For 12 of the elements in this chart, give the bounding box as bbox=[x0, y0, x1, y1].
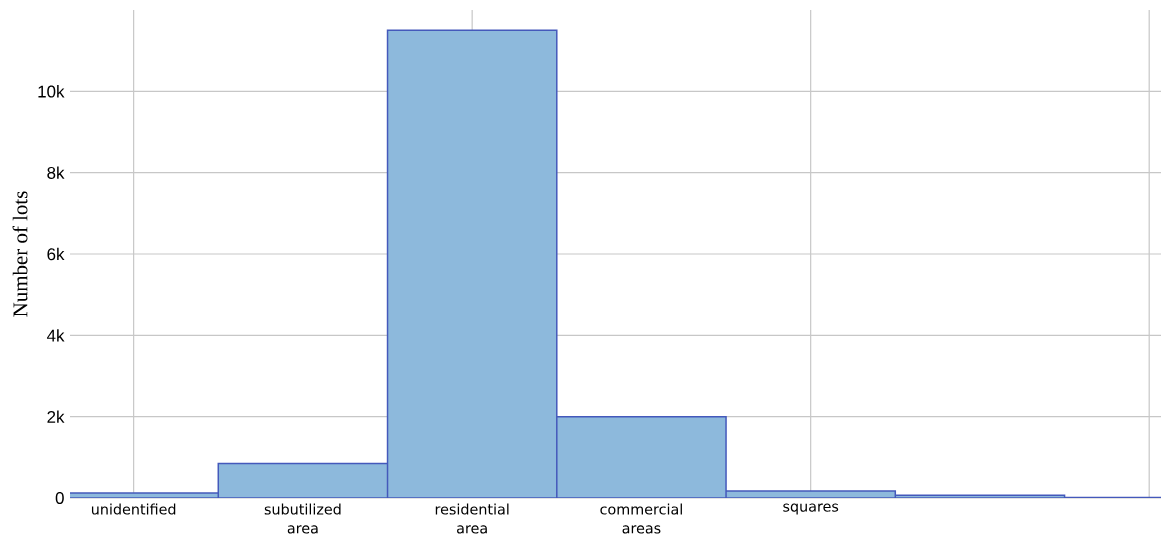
y-tick-label: 0 bbox=[55, 492, 64, 504]
y-axis-title: Number of lots bbox=[12, 191, 28, 317]
y-tick-label: 4k bbox=[46, 329, 65, 342]
x-tick-label: unidentified bbox=[91, 503, 176, 515]
x-tick-label: residential area bbox=[435, 503, 509, 534]
y-tick-label: 6k bbox=[47, 247, 65, 261]
y-tick-label: 2k bbox=[47, 410, 65, 423]
x-tick-label: commercial areas bbox=[600, 503, 682, 534]
y-tick-label: 8k bbox=[47, 166, 65, 179]
y-tick-label: 10k bbox=[38, 85, 65, 98]
x-tick-label: squares bbox=[783, 503, 839, 515]
x-tick-label: subutilized area bbox=[264, 503, 341, 534]
